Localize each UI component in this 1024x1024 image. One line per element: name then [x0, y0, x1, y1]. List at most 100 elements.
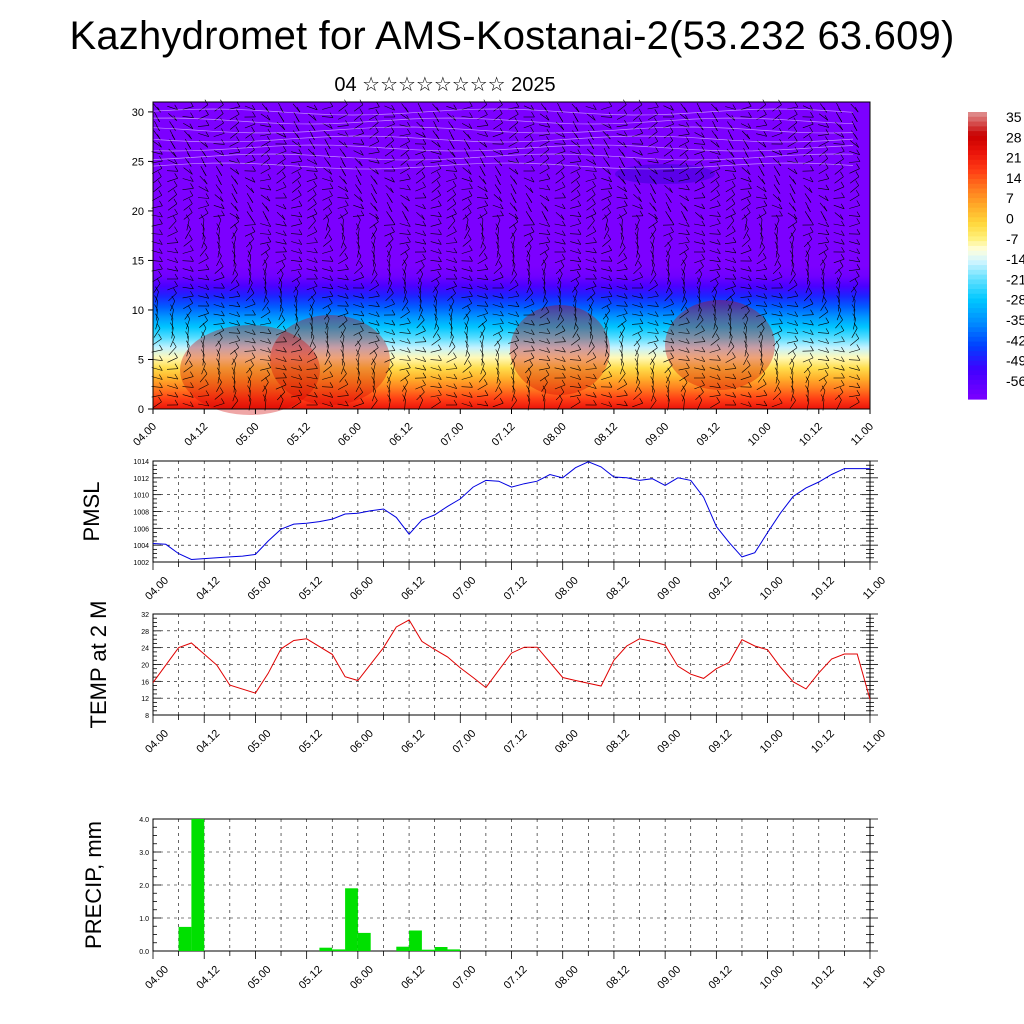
wind-barb: [263, 291, 268, 303]
wind-barb-flag: [500, 318, 504, 324]
wind-barb: [604, 318, 609, 330]
wind-barb-flag: [328, 234, 333, 240]
wind-barb: [648, 221, 658, 229]
wind-barb-flag: [696, 286, 701, 292]
wind-barb-flag: [298, 389, 303, 396]
wind-barb: [694, 258, 705, 264]
wind-barb: [709, 205, 721, 209]
wind-barb-flag: [422, 356, 427, 362]
wind-barb: [497, 354, 499, 366]
wind-barb-flag: [453, 266, 458, 272]
wind-barb-flag: [173, 189, 177, 195]
wind-barb-flag: [391, 154, 395, 161]
colorbar-segment: [968, 346, 987, 352]
wind-barb: [404, 273, 406, 285]
wind-barb: [322, 277, 333, 281]
wind-barb-flag: [512, 197, 517, 203]
wind-barb: [740, 116, 752, 118]
wind-barb-flag: [513, 224, 517, 230]
wind-barb: [415, 150, 426, 156]
wind-barb-flag: [684, 107, 688, 113]
wind-barb-flag: [762, 186, 767, 193]
wind-barb: [370, 229, 378, 239]
wind-barb: [585, 106, 597, 110]
wind-barb: [775, 246, 779, 258]
wind-barb: [461, 394, 473, 398]
wind-barb-flag: [577, 218, 582, 224]
wind-barb-flag: [515, 136, 519, 142]
wind-barb-flag: [856, 211, 861, 217]
wind-barb: [260, 223, 271, 227]
wind-barb: [833, 232, 845, 236]
wind-barb-flag: [438, 355, 442, 361]
wind-barb: [182, 403, 194, 407]
wind-barb: [184, 310, 192, 320]
wind-barb-flag: [345, 131, 349, 137]
wind-barb: [477, 205, 488, 209]
wind-barb-flag: [422, 192, 427, 198]
wind-barb: [555, 391, 565, 401]
wind-barb-flag: [373, 188, 377, 195]
wind-barb: [384, 131, 395, 139]
wind-barb: [415, 204, 426, 210]
wind-barb: [850, 338, 859, 346]
wind-barb: [306, 285, 318, 291]
wind-barb: [508, 340, 519, 344]
wind-barb: [306, 250, 318, 254]
wind-barb-flag: [840, 171, 844, 177]
wind-barb: [430, 205, 442, 209]
wind-barb: [835, 319, 843, 329]
wind-barb-flag: [407, 122, 411, 128]
wind-barb: [306, 376, 318, 380]
wind-barb: [388, 390, 391, 402]
wind-barb: [727, 300, 734, 312]
wind-barb-flag: [669, 126, 674, 133]
wind-barb: [573, 318, 578, 330]
wind-barb: [446, 357, 457, 363]
wind-barb: [368, 160, 380, 164]
wind-barb-flag: [546, 355, 551, 361]
wind-barb-flag: [727, 313, 732, 319]
wind-barb: [570, 140, 581, 148]
wind-barb-flag: [484, 200, 489, 206]
wind-barb-flag: [247, 394, 252, 400]
wind-barb-flag: [825, 317, 830, 323]
wind-barb: [526, 282, 532, 294]
wind-barb-flag: [513, 269, 517, 275]
wind-barb: [435, 309, 437, 321]
wind-barb: [570, 259, 581, 263]
x-tick-label: 04.00: [143, 964, 171, 992]
wind-barb-flag: [794, 290, 799, 297]
colorbar-segment: [968, 217, 987, 223]
wind-barb-flag: [469, 392, 473, 398]
wind-barb: [183, 167, 193, 175]
wind-barb: [307, 113, 317, 121]
wind-barb: [291, 268, 302, 272]
wind-barb-flag: [838, 116, 843, 122]
wind-barb: [667, 264, 670, 276]
wind-barb-flag: [202, 358, 206, 364]
wind-barb-flag: [391, 320, 396, 326]
wind-barb: [849, 376, 860, 380]
wind-barb-flag: [360, 139, 365, 145]
wind-barb-flag: [841, 336, 845, 342]
x-tick-label: 05.00: [234, 421, 262, 449]
wind-barb-flag: [841, 365, 845, 371]
wind-barb: [322, 195, 333, 201]
wind-barb-flag: [639, 128, 643, 134]
wind-barb: [280, 291, 282, 303]
wind-barb: [651, 237, 655, 249]
wind-barb: [262, 256, 269, 266]
wind-barb-flag: [205, 200, 210, 206]
wind-barb-flag: [267, 229, 272, 235]
wind-barb: [664, 185, 673, 193]
wind-barb-flag: [856, 344, 861, 350]
wind-barb-flag: [498, 332, 502, 338]
wind-barb: [461, 195, 473, 201]
wind-barb: [557, 273, 563, 285]
colorbar-label: 28: [1006, 129, 1022, 145]
wind-barb-flag: [823, 377, 827, 383]
wind-barb: [743, 354, 749, 366]
y-tick-label: 1010: [133, 493, 149, 500]
wind-barb-flag: [282, 203, 287, 210]
